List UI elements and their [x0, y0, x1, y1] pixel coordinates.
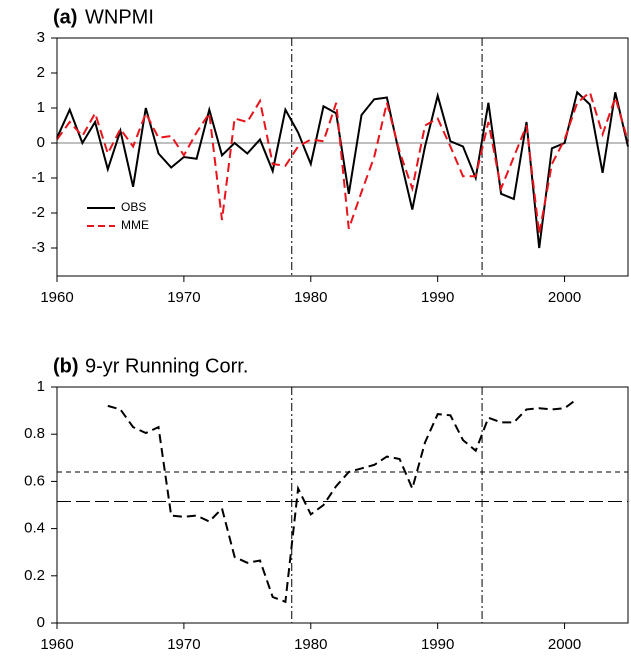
x-tick-label: 1960: [40, 289, 73, 306]
y-tick-label: 0.6: [24, 472, 45, 489]
x-tick-label: 1990: [421, 636, 454, 653]
y-tick-label: 2: [37, 64, 45, 81]
x-tick-label: 1990: [421, 289, 454, 306]
y-tick-label: 1: [37, 378, 45, 395]
series-line: [107, 397, 578, 604]
y-tick-label: 0.2: [24, 567, 45, 584]
plot-frame: [56, 386, 629, 624]
y-tick-label: 0: [37, 614, 45, 631]
y-tick-label: -2: [32, 204, 45, 221]
y-tick-label: 3: [37, 29, 45, 46]
legend-label: MME: [121, 218, 149, 232]
panel-title: WNPMI: [85, 6, 154, 28]
x-tick-label: 1970: [167, 289, 200, 306]
plot-frame: [56, 37, 629, 277]
x-tick-label: 1960: [40, 636, 73, 653]
panel-label: (a): [53, 6, 77, 28]
x-tick-label: 1970: [167, 636, 200, 653]
panel-label: (b): [53, 355, 79, 377]
x-tick-label: 2000: [548, 289, 581, 306]
x-tick-label: 1980: [294, 636, 327, 653]
x-tick-label: 2000: [548, 636, 581, 653]
y-tick-label: 0.8: [24, 425, 45, 442]
y-tick-label: 0.4: [24, 520, 45, 537]
y-tick-label: -1: [32, 169, 45, 186]
series-line: [56, 90, 629, 235]
y-tick-label: 1: [37, 99, 45, 116]
x-tick-label: 1980: [294, 289, 327, 306]
panel-title: 9-yr Running Corr.: [85, 355, 248, 377]
y-tick-label: -3: [32, 239, 45, 256]
y-tick-label: 0: [37, 134, 45, 151]
legend-label: OBS: [121, 200, 146, 214]
